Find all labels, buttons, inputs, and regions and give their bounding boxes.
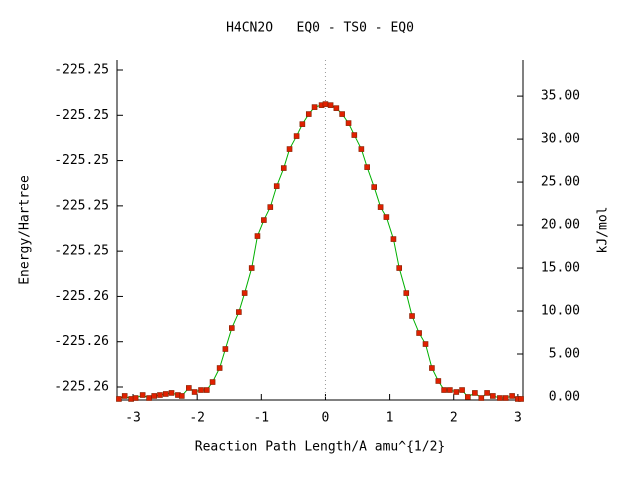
y2-tick-label: 10.00 [541,304,580,319]
point-marker [273,183,280,189]
x-tick-label: 1 [386,411,394,426]
point-marker [364,164,370,170]
point-marker [459,387,465,393]
y2-tick-label: 25.00 [541,175,580,190]
point-marker [429,365,435,371]
y-tick-label: -225.25 [54,63,109,78]
point-marker [305,111,312,117]
point-marker [453,389,460,395]
point-marker [478,395,485,401]
point-marker [280,165,287,171]
point-marker [403,290,410,296]
x-tick-label: 0 [322,411,330,426]
point-marker [311,104,318,110]
point-marker [121,393,128,399]
y2-tick-label: 15.00 [541,261,580,276]
point-marker [490,393,496,399]
point-marker [178,393,185,399]
point-marker [157,392,163,398]
y2-axis-label: kJ/mol [596,207,611,254]
point-marker [261,217,267,223]
point-marker [339,111,345,117]
point-marker [322,101,329,107]
point-marker [502,395,509,401]
point-marker [390,236,397,242]
point-marker [441,387,447,393]
point-marker [286,146,293,152]
y2-tick-label: 0.00 [549,389,580,404]
point-marker [422,341,429,347]
point-marker [186,385,192,391]
chart-title: H4CN2O EQ0 - TS0 - EQ0 [226,21,414,36]
point-marker [293,133,300,139]
point-marker [203,387,210,393]
x-axis-label: Reaction Path Length/A amu^{1/2} [195,440,445,455]
point-marker [518,396,524,402]
point-marker [151,393,158,399]
point-marker [222,346,229,352]
y2-tick-label: 20.00 [541,218,580,233]
y-axis-label: Energy/Hartree [18,175,33,285]
y-tick-label: -225.25 [54,198,109,213]
point-marker [465,394,471,400]
point-marker [416,330,422,336]
point-marker [377,204,384,210]
point-marker [447,387,453,393]
x-tick-label: -3 [125,411,141,426]
y-tick-label: -225.25 [54,153,109,168]
point-marker [248,265,255,271]
y-tick-label: -225.26 [54,334,109,349]
point-marker [358,146,365,152]
y2-tick-label: 30.00 [541,132,580,147]
point-marker [132,395,139,401]
point-marker [267,204,274,210]
point-marker [299,121,306,127]
point-marker [216,365,223,371]
point-marker [116,396,122,402]
point-marker [351,132,358,138]
point-marker [497,395,503,401]
point-marker [254,233,261,239]
point-marker [327,102,334,108]
point-marker [162,391,169,397]
x-tick-label: -1 [253,411,269,426]
point-marker [198,387,204,393]
point-marker [209,379,216,385]
point-marker [236,309,242,315]
x-tick-label: 2 [450,411,458,426]
x-tick-label: 3 [514,411,522,426]
y-tick-label: -225.26 [54,380,109,395]
point-marker [371,184,377,190]
point-marker [241,290,248,296]
point-marker [191,389,198,395]
point-marker [333,105,340,111]
y2-tick-label: 5.00 [549,347,580,362]
point-marker [435,378,442,384]
y2-tick-label: 35.00 [541,89,580,104]
y-tick-label: -225.25 [54,244,109,259]
y-tick-label: -225.25 [54,108,109,123]
point-marker [345,120,352,126]
y-tick-label: -225.26 [54,289,109,304]
point-marker [146,395,152,401]
point-marker [509,393,515,399]
point-marker [396,265,403,271]
point-marker [409,313,415,319]
x-tick-label: -2 [189,411,205,426]
point-marker [168,390,175,396]
point-marker [229,325,235,331]
point-marker [139,392,146,398]
point-marker [383,214,390,220]
point-marker [484,390,490,396]
point-marker [472,390,478,396]
